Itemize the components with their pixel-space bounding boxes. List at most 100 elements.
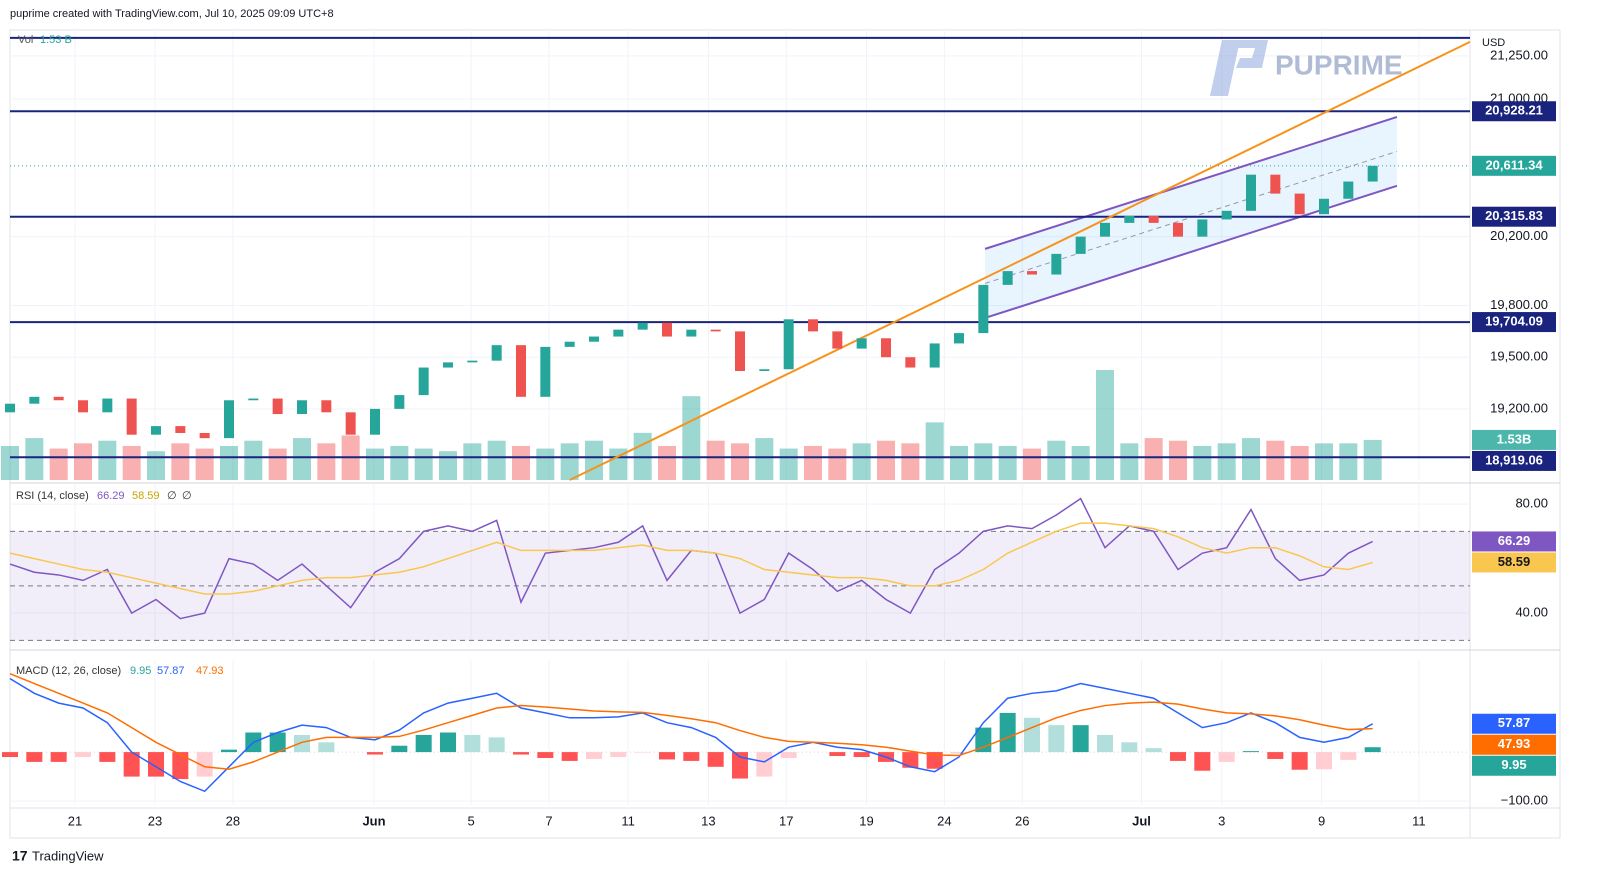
volume-bar bbox=[1072, 446, 1090, 480]
tv-logo: 17 bbox=[12, 848, 28, 864]
candle bbox=[930, 343, 940, 367]
candle bbox=[759, 369, 769, 371]
volume-bar bbox=[1169, 441, 1187, 480]
x-tick-label: Jun bbox=[362, 813, 385, 828]
candle bbox=[540, 347, 550, 397]
x-tick-label: 9 bbox=[1318, 813, 1325, 828]
y-tick-label: 40.00 bbox=[1515, 605, 1548, 620]
candle bbox=[1319, 199, 1329, 214]
x-tick-label: 21 bbox=[68, 813, 82, 828]
macd-histogram-bar bbox=[1121, 742, 1137, 752]
macd-histogram-bar bbox=[586, 752, 602, 759]
volume-bar bbox=[98, 441, 116, 480]
x-tick-label: 11 bbox=[621, 813, 635, 828]
macd-histogram-bar bbox=[464, 735, 480, 752]
candle bbox=[1003, 271, 1013, 285]
candle bbox=[200, 433, 210, 438]
candle bbox=[297, 400, 307, 414]
volume-label: 1.53B bbox=[1497, 431, 1532, 446]
volume-bar bbox=[901, 443, 919, 480]
volume-bar bbox=[974, 443, 992, 480]
macd-title: MACD (12, 26, close) bbox=[16, 665, 121, 677]
macd-histogram-bar bbox=[513, 752, 529, 754]
volume-bar bbox=[512, 446, 530, 480]
macd-histogram-bar bbox=[75, 752, 91, 757]
y-tick-label: 19,200.00 bbox=[1490, 400, 1548, 415]
candle bbox=[78, 400, 88, 412]
volume-bar bbox=[74, 443, 92, 480]
level-label: 20,928.21 bbox=[1485, 103, 1543, 118]
x-tick-label: 7 bbox=[545, 813, 552, 828]
candle bbox=[248, 399, 258, 401]
volume-bar bbox=[877, 441, 895, 480]
volume-bar bbox=[682, 396, 700, 480]
candle bbox=[978, 285, 988, 333]
macd-histogram-bar bbox=[1194, 752, 1210, 771]
rsi-ma-value: 58.59 bbox=[132, 490, 160, 502]
currency: USD bbox=[1482, 37, 1505, 49]
macd-histogram-bar bbox=[1292, 752, 1308, 770]
rsi-na: ∅ bbox=[182, 490, 192, 502]
macd-histogram-bar bbox=[610, 752, 626, 757]
candle bbox=[1100, 223, 1110, 237]
volume-bar bbox=[1120, 443, 1138, 480]
volume-bar bbox=[50, 449, 68, 480]
volume-bar bbox=[147, 451, 165, 480]
candle bbox=[443, 362, 453, 367]
candle bbox=[1368, 166, 1378, 182]
macd-histogram-bar bbox=[318, 742, 334, 752]
candle bbox=[905, 357, 915, 367]
volume-bar bbox=[780, 449, 798, 480]
x-tick-label: 5 bbox=[467, 813, 474, 828]
volume-bar bbox=[1, 446, 19, 480]
volume-bar bbox=[1023, 449, 1041, 480]
macd-histogram-bar bbox=[902, 752, 918, 768]
macd-histogram-bar bbox=[148, 752, 164, 776]
x-tick-label: 23 bbox=[148, 813, 162, 828]
last-price-label: 20,611.34 bbox=[1485, 157, 1543, 172]
volume-bar bbox=[1193, 446, 1211, 480]
watermark: PUPRIME bbox=[1275, 49, 1403, 80]
candle bbox=[5, 404, 15, 413]
volume-bar bbox=[1096, 370, 1114, 480]
candle bbox=[1343, 182, 1353, 199]
x-tick-label: 13 bbox=[701, 813, 715, 828]
x-tick-label: 24 bbox=[937, 813, 951, 828]
level-label: 18,919.06 bbox=[1485, 452, 1543, 467]
level-label: 19,704.09 bbox=[1485, 314, 1543, 329]
candle bbox=[638, 323, 648, 330]
candle bbox=[516, 345, 526, 397]
candle bbox=[467, 361, 477, 363]
rsi-value: 66.29 bbox=[97, 490, 125, 502]
volume-bar bbox=[244, 441, 262, 480]
volume-bar bbox=[1218, 443, 1236, 480]
rsi-na: ∅ bbox=[167, 490, 177, 502]
candle bbox=[832, 331, 842, 348]
volume-bar bbox=[439, 451, 457, 480]
macd-histogram-bar bbox=[1243, 751, 1259, 752]
candle bbox=[1051, 254, 1061, 275]
y-tick-label: 19,500.00 bbox=[1490, 349, 1548, 364]
macd-value-label: 57.87 bbox=[1498, 715, 1531, 730]
macd-histogram-bar bbox=[1219, 752, 1235, 762]
volume-bar bbox=[1145, 438, 1163, 480]
volume-bar bbox=[196, 449, 214, 480]
macd-histogram-bar bbox=[294, 735, 310, 752]
volume-legend-name: Vol bbox=[18, 34, 33, 46]
volume-bar bbox=[950, 446, 968, 480]
candle bbox=[224, 400, 234, 438]
macd-hist-value: 9.95 bbox=[130, 665, 151, 677]
volume-bar bbox=[488, 441, 506, 480]
candle bbox=[1173, 223, 1183, 237]
candle bbox=[492, 345, 502, 360]
candle bbox=[1270, 175, 1280, 194]
candle bbox=[1295, 194, 1305, 215]
candle bbox=[784, 319, 794, 369]
x-tick-label: 11 bbox=[1412, 813, 1426, 828]
candle bbox=[662, 323, 672, 337]
macd-histogram-bar bbox=[683, 752, 699, 761]
volume-bar bbox=[1047, 441, 1065, 480]
candle bbox=[1149, 216, 1159, 223]
macd-histogram-bar bbox=[781, 752, 797, 758]
